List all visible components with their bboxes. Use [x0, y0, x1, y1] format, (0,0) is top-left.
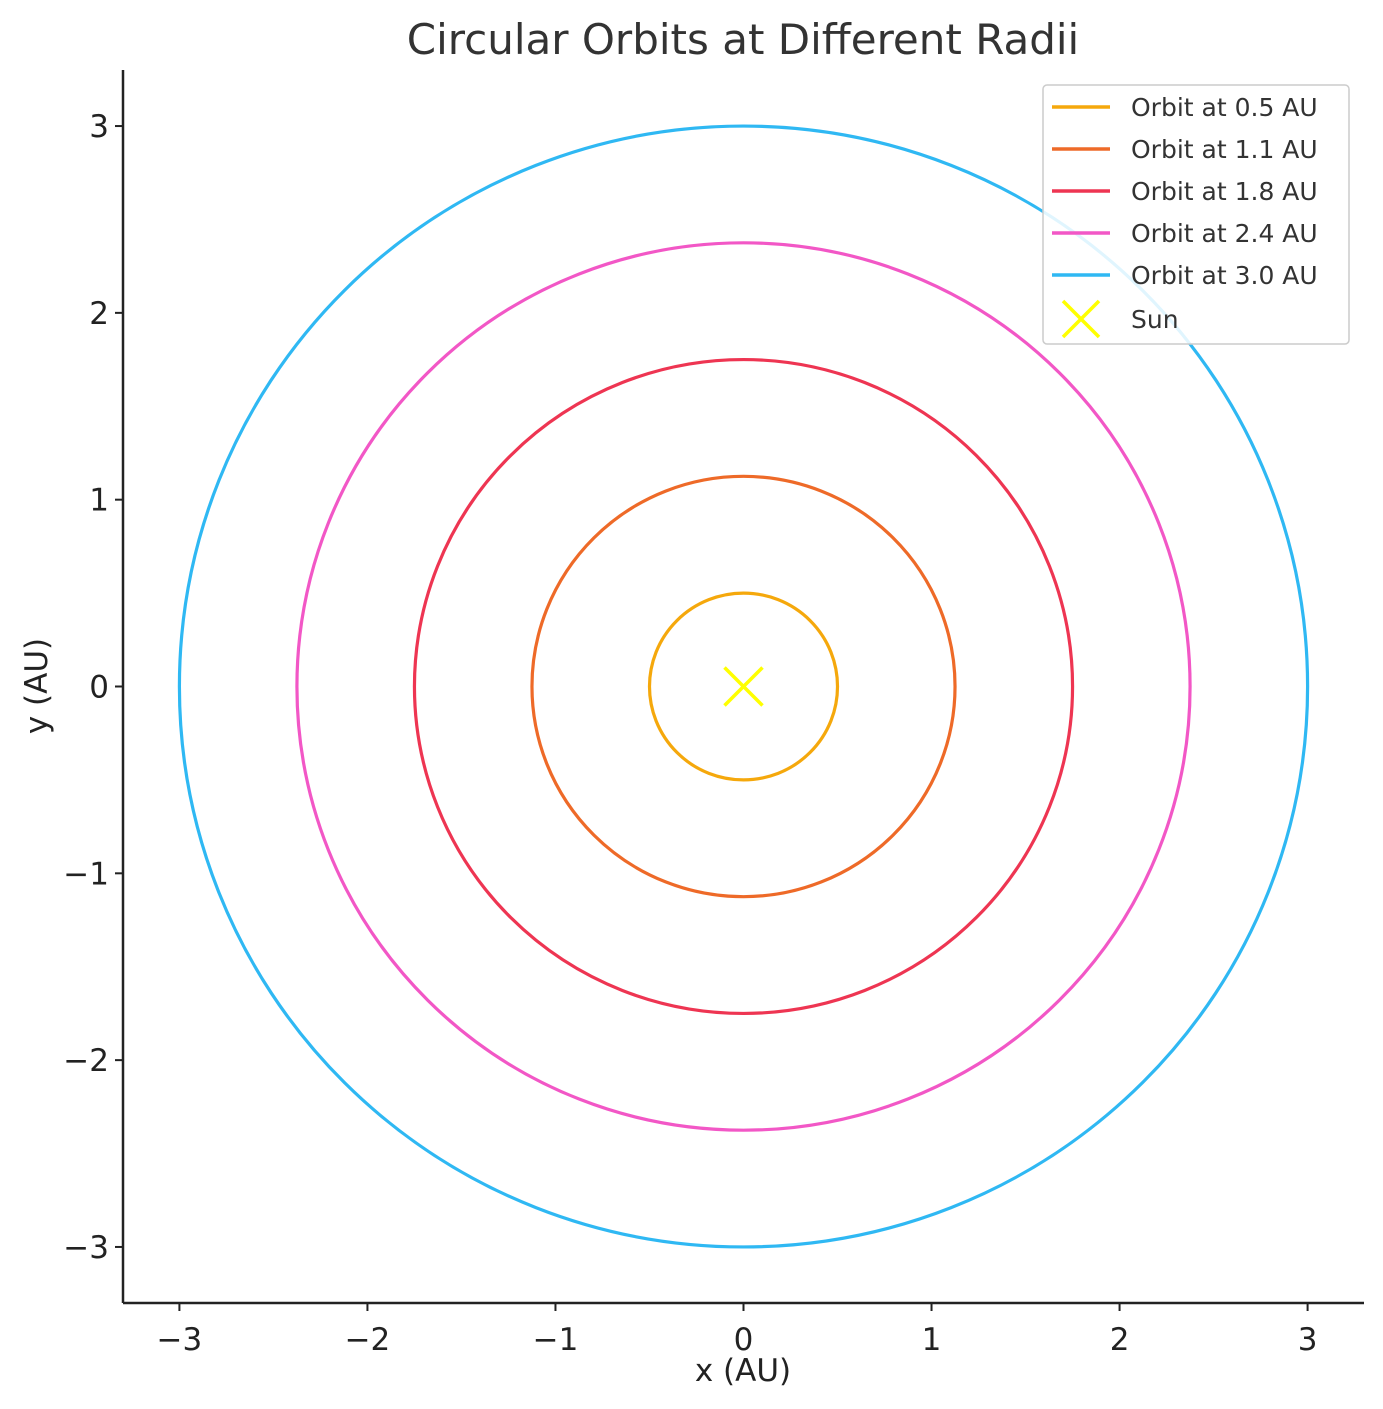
x-tick-label: −1: [533, 1322, 579, 1358]
legend-label-1: Orbit at 1.1 AU: [1131, 135, 1318, 164]
orbits-group: [177, 124, 1310, 1249]
legend-sun-swatch-b: [1061, 299, 1101, 339]
x-tick-label: 0: [734, 1322, 754, 1358]
x-tick-label: −2: [345, 1322, 391, 1358]
orbit-line-4: [177, 124, 1310, 1249]
sun-marker: [723, 666, 764, 707]
orbit-line-1: [530, 474, 957, 899]
y-tick-label: −1: [63, 856, 109, 892]
legend-label-sun: Sun: [1131, 305, 1179, 334]
y-tick-label: 0: [89, 670, 109, 706]
legend-label-4: Orbit at 3.0 AU: [1131, 261, 1318, 290]
legend-items: Orbit at 0.5 AU Orbit at 1.1 AU Orbit at 1…: [1052, 93, 1318, 339]
legend: Orbit at 0.5 AU Orbit at 1.1 AU Orbit at 1…: [1042, 84, 1350, 345]
x-tick-label: 2: [1110, 1322, 1130, 1358]
x-tick-label: −3: [157, 1322, 203, 1358]
x-tick-label: 1: [922, 1322, 942, 1358]
orbit-line-2: [412, 357, 1075, 1016]
y-tick-label: −2: [63, 1043, 109, 1079]
x-tick-label: 3: [1298, 1322, 1318, 1358]
chart-title: Circular Orbits at Different Radii: [407, 15, 1079, 64]
orbit-line-3: [295, 241, 1192, 1132]
y-tick-label: 1: [89, 483, 109, 519]
legend-frame: [1042, 84, 1350, 345]
y-ticks: −3 −2 −1 0 1 2 3: [63, 109, 123, 1266]
legend-label-2: Orbit at 1.8 AU: [1131, 177, 1318, 206]
x-axis-label: x (AU): [695, 1353, 791, 1389]
y-tick-label: 3: [89, 109, 109, 145]
legend-label-0: Orbit at 0.5 AU: [1131, 93, 1318, 122]
sun-marker-stroke-b: [723, 666, 764, 707]
legend-label-3: Orbit at 2.4 AU: [1131, 219, 1318, 248]
y-tick-label: 2: [89, 296, 109, 332]
orbit-line-0: [647, 591, 840, 782]
x-ticks: −3 −2 −1 0 1 2 3: [157, 1303, 1318, 1358]
y-axis-label: y (AU): [19, 638, 55, 734]
y-tick-label: −3: [63, 1230, 109, 1266]
